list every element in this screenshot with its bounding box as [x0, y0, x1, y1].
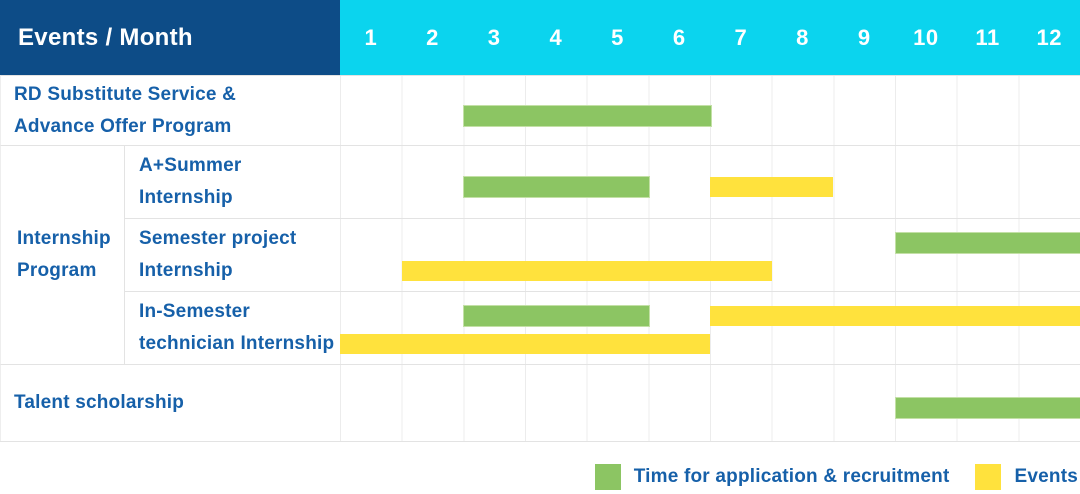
- month-header-12: 12: [1036, 24, 1062, 50]
- gantt-table: Events / Month 1 2 3 4 5 6 7 8 9 10 11 1…: [0, 0, 1080, 442]
- month-header-4: 4: [549, 24, 563, 50]
- gantt-row-a-plus-summer: [340, 145, 1080, 218]
- month-header-11: 11: [975, 24, 1000, 50]
- gantt-bar-line: [340, 261, 1080, 281]
- row-label-line: Semester project: [139, 228, 297, 249]
- legend-item-application: Time for application & recruitment: [594, 464, 950, 490]
- gantt-bar-application: [463, 104, 712, 127]
- header-title-text: Events / Month: [18, 23, 193, 51]
- events-color-swatch: [975, 464, 1002, 490]
- gantt-row-semester-project: [340, 218, 1080, 291]
- month-header-9: 9: [857, 24, 871, 50]
- legend-label-events: Events: [1014, 466, 1078, 487]
- gantt-bar-line: [340, 397, 1080, 419]
- gantt-bar-events: [340, 334, 710, 354]
- row-label-line: technician Internship: [139, 333, 335, 354]
- gantt-row-rd-substitute: [340, 75, 1080, 145]
- row-label-line: Advance Offer Program: [14, 115, 232, 137]
- group-label-internship-program: Internship Program: [0, 145, 124, 364]
- month-header-row: 1 2 3 4 5 6 7 8 9 10 11 12: [340, 0, 1080, 75]
- row-label-line: A+Summer: [139, 155, 242, 176]
- gantt-bar-line: [340, 305, 1080, 327]
- row-label-a-plus-summer: A+Summer Internship: [124, 145, 340, 218]
- chart-legend: Time for application & recruitment Event…: [0, 464, 1080, 490]
- legend-label-application: Time for application & recruitment: [633, 466, 950, 487]
- month-header-2: 2: [426, 24, 439, 50]
- row-label-talent-scholarship: Talent scholarship: [0, 364, 340, 441]
- gantt-bar-line: [340, 104, 1080, 127]
- month-header-6: 6: [672, 24, 686, 50]
- month-header-7: 7: [734, 24, 748, 50]
- month-header-8: 8: [796, 24, 809, 50]
- month-header-10: 10: [913, 24, 939, 50]
- gantt-bar-line: [340, 176, 1080, 198]
- row-label-line: In-Semester: [139, 301, 250, 322]
- row-label-in-semester-technician: In-Semester technician Internship: [124, 291, 340, 364]
- row-label-line: Internship: [139, 260, 233, 281]
- row-label-line: Internship: [139, 187, 233, 208]
- gantt-bar-application: [895, 232, 1080, 254]
- gantt-bar-line: [340, 334, 1080, 354]
- application-color-swatch: [594, 464, 621, 490]
- group-label-line: Program: [17, 260, 97, 281]
- gantt-bar-events: [710, 177, 834, 197]
- row-label-line: RD Substitute Service &: [14, 83, 237, 105]
- gantt-row-in-semester-technician: [340, 291, 1080, 364]
- gantt-bar-application: [463, 305, 651, 327]
- gantt-bar-events: [710, 306, 1080, 326]
- group-label-line: Internship: [17, 228, 111, 249]
- gantt-bar-events: [401, 261, 772, 281]
- month-header-5: 5: [611, 24, 624, 50]
- row-label-rd-substitute: RD Substitute Service & Advance Offer Pr…: [0, 75, 340, 145]
- row-label-line: Talent scholarship: [14, 392, 185, 413]
- row-label-semester-project: Semester project Internship: [124, 218, 340, 291]
- gantt-bar-application: [895, 397, 1080, 419]
- legend-item-events: Events: [975, 464, 1078, 490]
- gantt-row-talent-scholarship: [340, 364, 1080, 441]
- month-header-1: 1: [364, 24, 378, 50]
- table-header-title: Events / Month: [0, 0, 340, 75]
- gantt-bar-application: [463, 176, 651, 198]
- month-header-3: 3: [487, 24, 501, 50]
- gantt-bar-line: [340, 232, 1080, 254]
